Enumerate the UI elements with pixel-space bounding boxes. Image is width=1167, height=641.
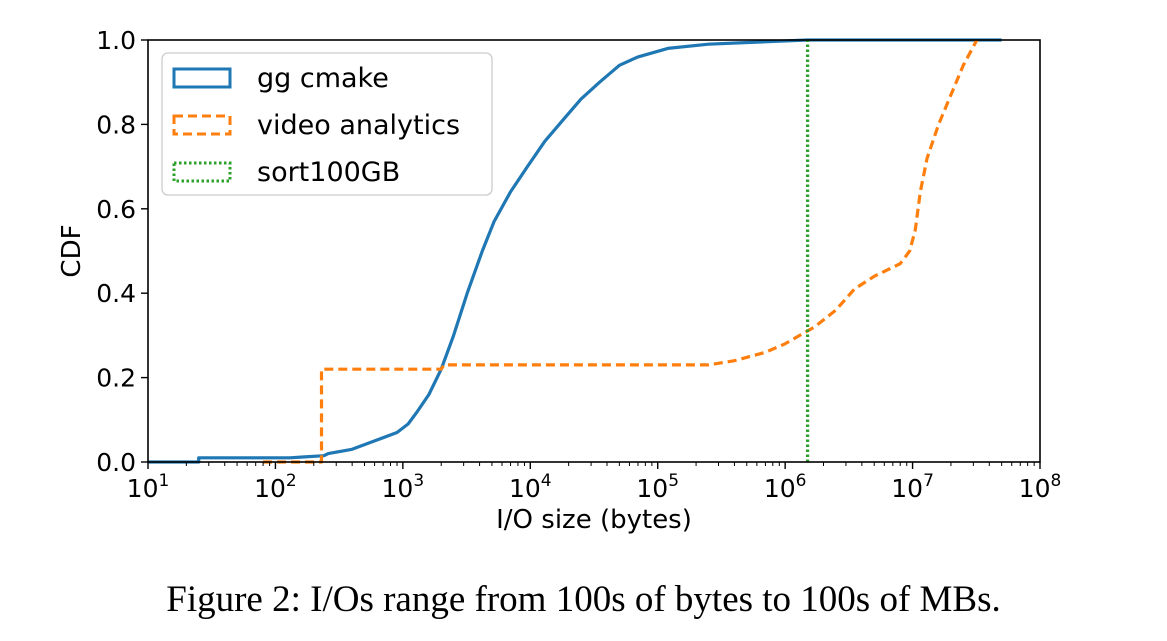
x-tick-label: 104 bbox=[509, 471, 552, 503]
plot-frame bbox=[147, 39, 1041, 463]
y-tick-label: 1.0 bbox=[96, 26, 136, 55]
legend-label: sort100GB bbox=[257, 157, 400, 188]
x-tick-label: 103 bbox=[382, 471, 425, 503]
x-tick-label: 102 bbox=[254, 471, 297, 503]
y-tick-label: 0.0 bbox=[96, 448, 136, 477]
figure-caption: Figure 2: I/Os range from 100s of bytes … bbox=[166, 579, 1001, 620]
legend: gg cmake video analytics sort100GB bbox=[161, 52, 493, 196]
series-layer bbox=[148, 38, 1002, 464]
x-axis-ticks: 101 102 103 104 105 106 107 108 bbox=[127, 462, 1062, 503]
legend-swatch bbox=[172, 114, 232, 136]
legend-label: gg cmake bbox=[257, 63, 389, 94]
series-line-gg-cmake bbox=[148, 38, 1002, 464]
legend-box bbox=[161, 52, 493, 196]
y-tick-label: 0.6 bbox=[96, 195, 136, 224]
x-axis-label: I/O size (bytes) bbox=[496, 505, 692, 535]
legend-swatch bbox=[172, 67, 232, 89]
x-tick-label: 107 bbox=[891, 471, 934, 503]
x-tick-label: 108 bbox=[1019, 471, 1062, 503]
cdf-chart: 101 102 103 104 105 106 107 108 0.0 0.2 0.4 0.6 0.8… bbox=[57, 26, 1062, 535]
series-line-video-analytics bbox=[263, 39, 979, 464]
x-tick-label: 106 bbox=[764, 471, 807, 503]
y-axis-label: CDF bbox=[57, 224, 87, 277]
legend-label: video analytics bbox=[257, 110, 460, 141]
x-tick-label: 101 bbox=[127, 471, 170, 503]
y-axis-ticks: 0.0 0.2 0.4 0.6 0.8 1.0 bbox=[96, 26, 148, 477]
y-tick-label: 0.8 bbox=[96, 110, 136, 139]
legend-swatch bbox=[172, 161, 232, 183]
y-tick-label: 0.2 bbox=[96, 364, 136, 393]
y-tick-label: 0.4 bbox=[96, 279, 136, 308]
x-tick-label: 105 bbox=[636, 471, 679, 503]
